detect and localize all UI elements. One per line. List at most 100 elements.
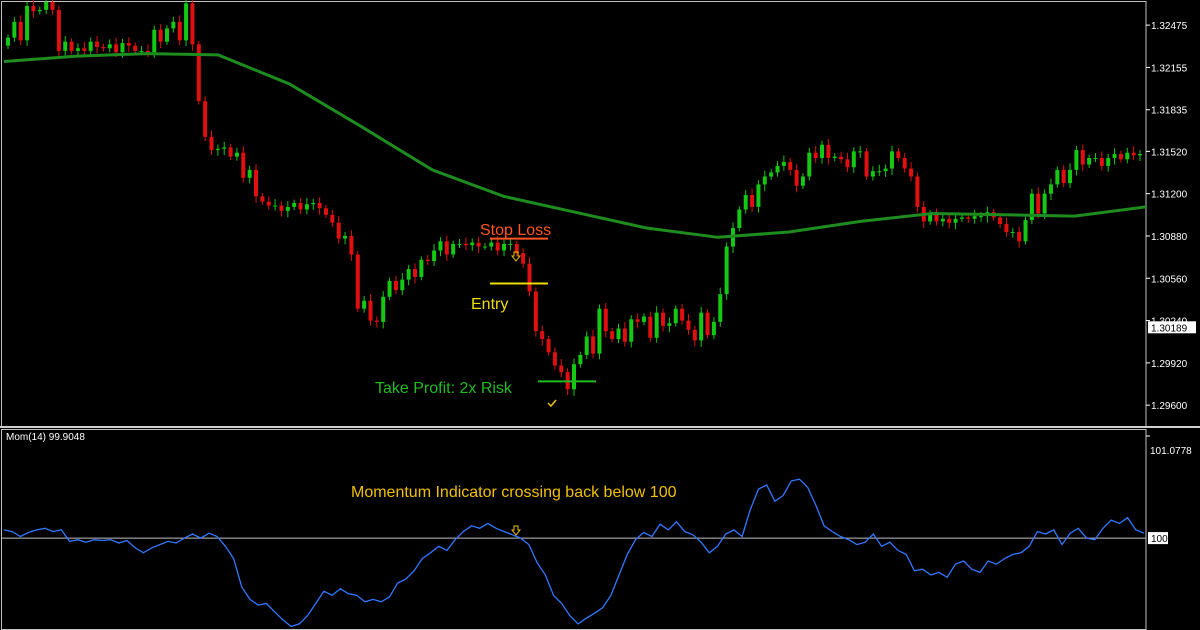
candle [902,153,907,173]
candle-body [323,208,328,215]
candle [641,313,646,326]
momentum-panel-border [1,429,1147,630]
candle-body [775,165,780,173]
candle-body [247,169,252,178]
candle-body [851,151,856,168]
candle [292,199,297,211]
candle [304,197,309,215]
candle [451,240,456,258]
candle-body [425,259,430,262]
candle-body [50,2,55,10]
candle-body [858,151,863,153]
candle-body [743,194,748,210]
candle [69,38,74,55]
candle [1080,144,1085,172]
entry-label: Entry [471,296,508,313]
candle-body [209,136,214,151]
candle [896,148,901,162]
candle-body [979,216,984,218]
candle-body [126,42,131,46]
candle-body [279,205,284,211]
candle [164,25,169,45]
candle-body [292,202,297,207]
candle-body [959,217,964,219]
candle [661,308,666,332]
price-tick-label: 1.29920 [1151,359,1188,370]
candle [533,287,538,337]
candle [95,35,100,54]
candle [1106,153,1111,172]
candle [1112,148,1117,165]
candle [972,209,977,224]
candle-body [387,280,392,297]
candle-body [311,202,316,205]
candle [788,157,793,176]
candle-body [864,151,869,177]
candle [209,130,214,155]
candle-body [260,196,265,202]
candle-body [826,144,831,158]
candle-body [629,319,634,342]
candle-body [37,9,42,12]
candle [368,294,373,326]
candle [330,209,335,227]
candle [374,316,379,328]
candle [1029,188,1034,225]
candle [597,304,602,360]
candle [883,164,888,177]
momentum-signal-arrow-icon [510,525,522,536]
candle-body [31,5,36,12]
candle-body [597,308,602,354]
candle [839,151,844,164]
candle [889,145,894,176]
candle-body [1080,150,1085,165]
candle [323,204,328,219]
annotations: Stop Loss Entry Take Profit: 2x Risk Mom… [6,222,1192,545]
candle [750,188,755,212]
candle-body [769,172,774,177]
candle [260,193,265,205]
candle [705,309,710,339]
candle-body [190,3,195,45]
candle [775,161,780,177]
candle-body [807,152,812,177]
candle [877,164,882,177]
candle [355,251,360,312]
candle-body [6,37,10,46]
candle [1093,153,1098,163]
candle [1138,149,1142,162]
candle [381,291,386,329]
candle-body [495,242,500,251]
candle-body [336,222,341,239]
candle [184,0,189,47]
candle [635,313,640,329]
candle [336,216,341,244]
candle [1048,178,1053,201]
price-axis: 1.32475 1.32155 1.31835 1.31520 1.31200 1.308… [1146,21,1196,545]
candle-body [699,312,704,341]
candle-body [839,156,844,160]
candle-body [610,331,615,340]
candle [362,295,367,313]
candle-body [489,242,494,247]
candle [482,243,487,250]
candle-body [470,242,475,246]
candle-body [444,241,449,255]
candle [1087,154,1092,168]
candle-body [482,246,487,248]
candle-body [1042,193,1047,214]
candle [648,311,653,342]
candle [584,331,589,360]
candle-body [1112,154,1117,158]
candle [502,239,507,257]
candle-body [1029,193,1034,221]
candle [343,231,348,245]
candle [1036,187,1041,219]
candle-body [203,101,208,137]
candle [654,306,659,343]
candle-body [25,5,30,41]
candle [432,244,437,266]
candle [1068,163,1073,188]
candle-body [152,29,157,53]
